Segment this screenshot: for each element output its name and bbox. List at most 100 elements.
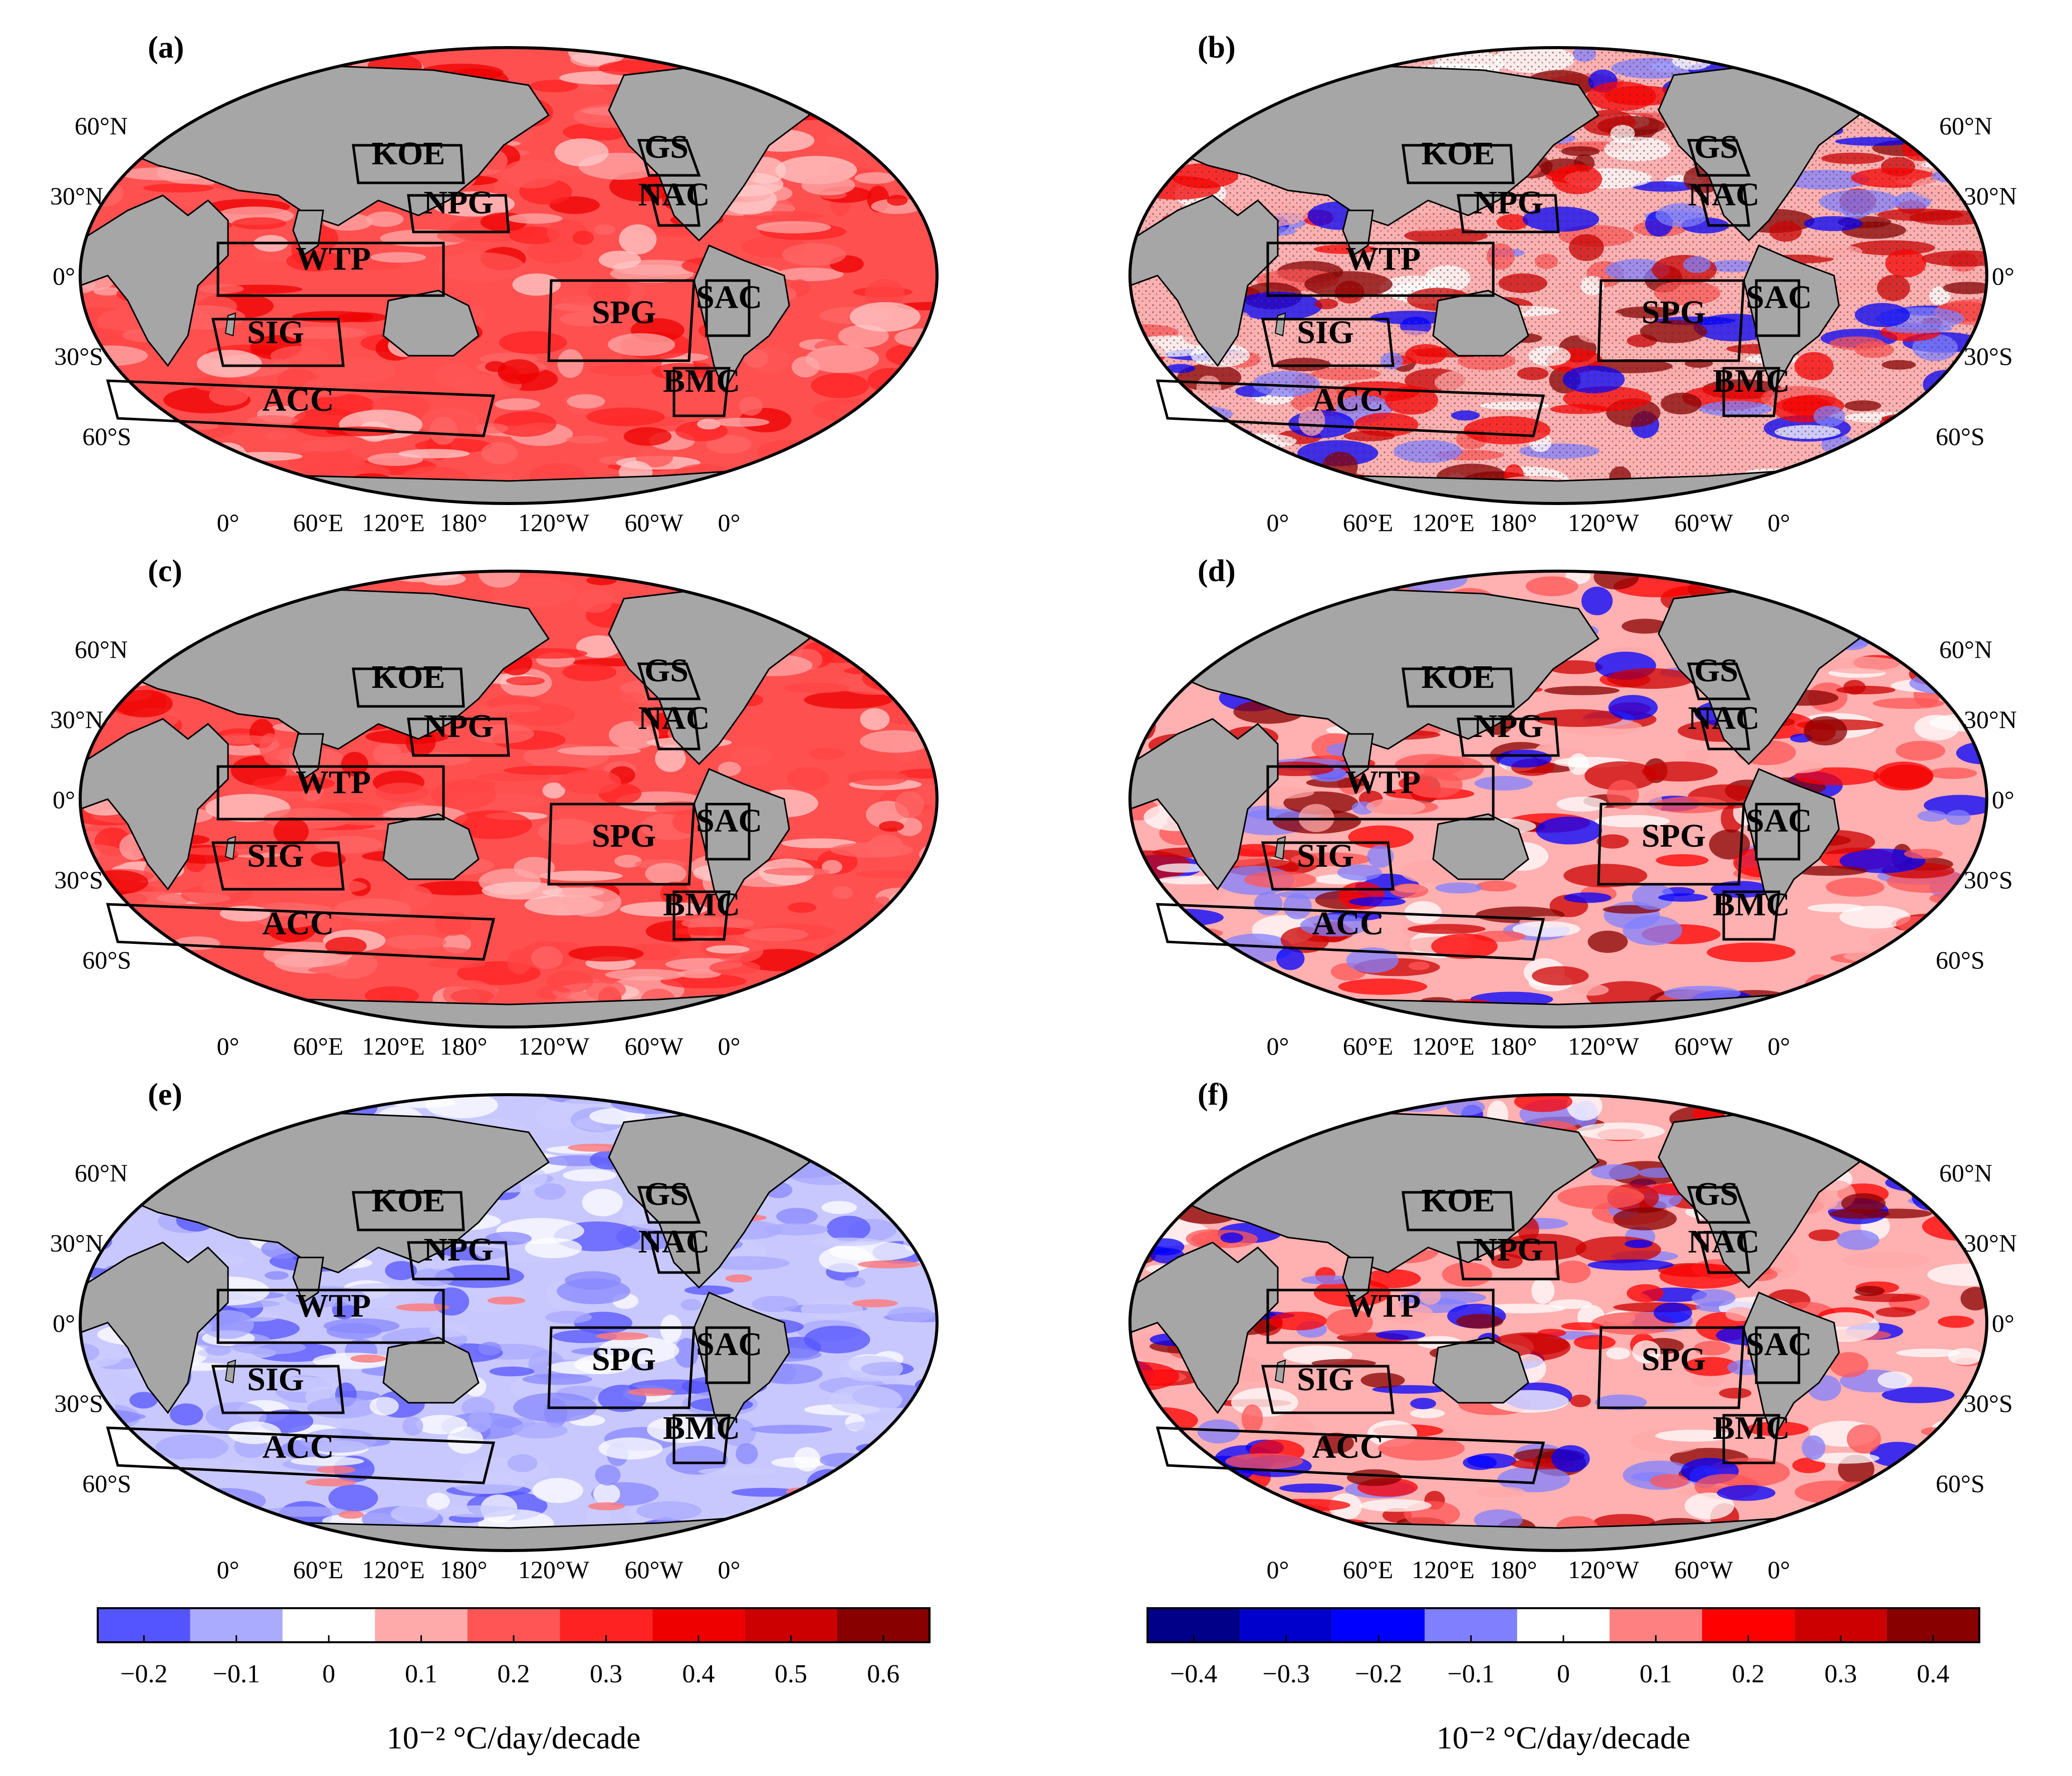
lat-tick-label: 30°S xyxy=(54,1389,103,1417)
colorbar-title: 10⁻² °C/day/decade xyxy=(1437,1720,1691,1755)
lat-tick-label: 60°N xyxy=(1939,1159,1992,1187)
map-outline xyxy=(79,570,939,1029)
map-panel-d: KOE NPG GS NAC WTP SPG SAC SIG BMC ACC (d) 60°N 30°N… xyxy=(1128,554,2017,1060)
lon-tick-label: 120°W xyxy=(518,509,590,537)
region-label-gs: GS xyxy=(644,1176,688,1212)
region-label-wtp: WTP xyxy=(296,764,371,801)
region-label-sac: SAC xyxy=(1746,279,1812,316)
region-label-acc: ACC xyxy=(263,1429,334,1465)
lat-tick-label: 0° xyxy=(53,262,75,290)
region-label-nac: NAC xyxy=(638,176,710,213)
panel-label: (c) xyxy=(148,554,182,588)
colorbar-title: 10⁻² °C/day/decade xyxy=(387,1720,641,1755)
region-label-npg: NPG xyxy=(1473,708,1543,744)
region-label-sac: SAC xyxy=(1746,803,1812,839)
colorbar-tick-label: 0.6 xyxy=(867,1660,899,1688)
lon-tick-label: 60°E xyxy=(1343,509,1394,537)
map-panel-f: KOE NPG GS NAC WTP SPG SAC SIG BMC ACC (f) 60°N 30°N… xyxy=(1128,1078,2017,1584)
lon-tick-label: 120°E xyxy=(362,1556,425,1584)
lon-tick-label: 0° xyxy=(1267,509,1289,537)
region-label-wtp: WTP xyxy=(1345,1288,1421,1324)
lat-tick-label: 60°S xyxy=(82,1469,131,1497)
lat-tick-label: 0° xyxy=(1992,262,2014,290)
lat-tick-label: 0° xyxy=(1992,786,2014,814)
lon-tick-label: 60°E xyxy=(293,509,344,537)
colorbar-tick-label: 0.4 xyxy=(1917,1660,1949,1688)
lon-tick-label: 120°E xyxy=(362,509,425,537)
lat-tick-label: 60°S xyxy=(82,422,131,450)
region-label-bmc: BMC xyxy=(663,363,740,399)
lon-tick-label: 120°W xyxy=(1568,509,1640,537)
lat-tick-label: 30°N xyxy=(50,705,103,733)
colorbar-tick-label: 0.1 xyxy=(405,1660,437,1688)
region-label-nac: NAC xyxy=(638,1223,710,1260)
lat-tick-label: 60°N xyxy=(1939,635,1992,663)
map-outline xyxy=(1128,570,1988,1029)
lon-tick-label: 0° xyxy=(1267,1556,1289,1584)
region-label-spg: SPG xyxy=(1642,294,1706,331)
colorbar-tick-label: 0.5 xyxy=(775,1660,807,1688)
region-label-wtp: WTP xyxy=(1345,764,1421,801)
region-label-spg: SPG xyxy=(1642,1341,1706,1378)
lon-tick-label: 0° xyxy=(217,509,240,537)
region-label-wtp: WTP xyxy=(1345,240,1421,277)
colorbar-tick-label: −0.2 xyxy=(1355,1660,1402,1688)
lon-tick-label: 180° xyxy=(440,1032,488,1060)
lat-tick-label: 60°N xyxy=(75,112,128,140)
lat-tick-label: 60°N xyxy=(75,1159,128,1187)
lon-tick-label: 0° xyxy=(1267,1032,1289,1060)
lon-tick-label: 120°E xyxy=(1412,1556,1475,1584)
lat-tick-label: 30°N xyxy=(1964,1229,2017,1257)
region-label-wtp: WTP xyxy=(296,1288,371,1324)
lat-tick-label: 30°N xyxy=(1964,705,2017,733)
lat-tick-label: 30°N xyxy=(1964,182,2017,210)
region-label-sig: SIG xyxy=(247,1361,304,1398)
lon-tick-label: 180° xyxy=(1490,1032,1537,1060)
lon-tick-label: 120°E xyxy=(1412,509,1475,537)
region-label-acc: ACC xyxy=(263,382,334,418)
colorbar-tick-label: 0.3 xyxy=(1824,1660,1857,1688)
lat-tick-label: 60°N xyxy=(75,635,128,663)
region-label-bmc: BMC xyxy=(1713,363,1790,399)
lon-tick-label: 120°W xyxy=(1568,1032,1640,1060)
colorbar-tick-label: 0.3 xyxy=(590,1660,622,1688)
map-outline xyxy=(79,46,939,505)
colorbar-tick-label: 0.1 xyxy=(1640,1660,1672,1688)
region-label-sac: SAC xyxy=(696,279,762,316)
map-outline xyxy=(1128,1093,1988,1552)
colorbar-right: −0.4 −0.3 −0.2 −0.1 0 0.1 0.2 0.3 0.4 10⁻² °C/day… xyxy=(1146,1607,1980,1755)
lat-tick-label: 30°S xyxy=(54,866,103,894)
lon-tick-label: 0° xyxy=(217,1556,240,1584)
lon-tick-label: 120°E xyxy=(1412,1032,1475,1060)
lon-tick-label: 180° xyxy=(440,1556,488,1584)
lat-tick-label: 30°S xyxy=(1964,1389,2013,1417)
map-outline xyxy=(1128,46,1988,505)
lon-tick-label: 120°E xyxy=(362,1032,425,1060)
lon-tick-label: 180° xyxy=(1490,1556,1537,1584)
region-label-sig: SIG xyxy=(1297,1361,1354,1398)
panel-label: (b) xyxy=(1198,31,1236,65)
region-label-nac: NAC xyxy=(1688,700,1760,736)
region-label-spg: SPG xyxy=(592,818,656,854)
region-label-acc: ACC xyxy=(1312,382,1384,418)
map-outline xyxy=(79,1093,939,1552)
lat-tick-label: 60°S xyxy=(82,946,131,974)
lon-tick-label: 60°W xyxy=(1674,509,1733,537)
lat-tick-label: 60°S xyxy=(1936,946,1985,974)
region-label-bmc: BMC xyxy=(1713,886,1790,923)
colorbar-tick-label: −0.2 xyxy=(120,1660,167,1688)
lon-tick-label: 60°W xyxy=(624,509,683,537)
region-label-gs: GS xyxy=(644,129,688,165)
region-label-npg: NPG xyxy=(423,1231,493,1268)
colorbar-tick-label: 0 xyxy=(1557,1660,1570,1688)
region-label-bmc: BMC xyxy=(663,886,740,923)
panel-label: (a) xyxy=(148,31,184,65)
lat-tick-label: 0° xyxy=(53,1309,75,1337)
region-label-npg: NPG xyxy=(1473,1231,1543,1268)
lon-tick-label: 0° xyxy=(718,1556,741,1584)
region-label-spg: SPG xyxy=(592,1341,656,1378)
colorbar-tick-label: 0.2 xyxy=(498,1660,530,1688)
colorbar-tick-label: 0.2 xyxy=(1732,1660,1764,1688)
region-label-sig: SIG xyxy=(1297,838,1354,874)
